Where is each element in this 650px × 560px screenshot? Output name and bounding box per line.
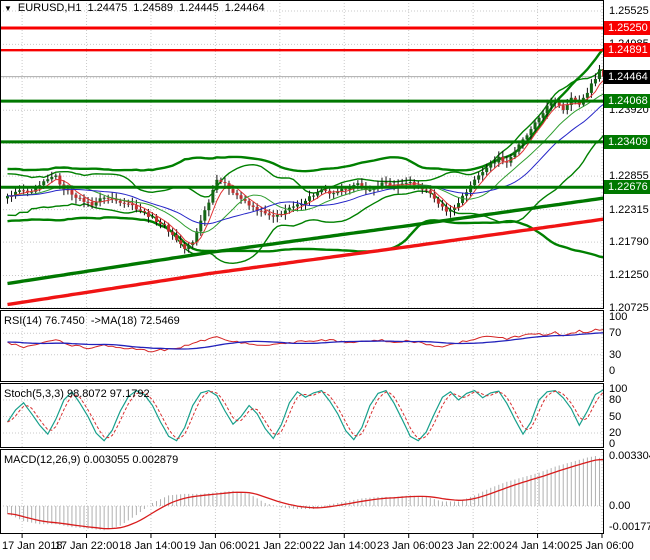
symbol-marker-icon[interactable]: ▼ xyxy=(4,3,12,13)
resistance-price-box: 1.24891 xyxy=(604,43,650,58)
time-axis-label: 17 Jan 22:00 xyxy=(54,540,119,552)
resistance-price-box: 1.25250 xyxy=(604,21,650,36)
macd-scale-label: -0.001778 xyxy=(609,521,650,533)
quote-close: 1.24464 xyxy=(224,2,265,14)
price-axis[interactable]: 1.255251.249851.239201.228551.223151.217… xyxy=(604,0,650,560)
quote-high: 1.24589 xyxy=(133,2,174,14)
rsi-scale-label: 70 xyxy=(609,327,622,340)
price-tick-label: 1.20725 xyxy=(609,301,649,314)
time-axis-label: 18 Jan 14:00 xyxy=(119,540,183,552)
stoch-scale-label: 50 xyxy=(609,410,622,423)
rsi-scale-label: 0 xyxy=(609,365,616,377)
stoch-scale-label: 80 xyxy=(609,394,622,406)
symbol-title: EURUSD,H1 xyxy=(17,2,82,14)
chart-header: ▼ EURUSD,H1 1.24475 1.24589 1.24445 1.24… xyxy=(4,2,265,14)
rsi-scale-label: 100 xyxy=(609,311,628,323)
rsi-panel-label: RSI(14) 76.7450 ->MA(18) 72.5469 xyxy=(4,315,180,327)
time-axis-label: 24 Jan 14:00 xyxy=(505,540,570,552)
price-tick-label: 1.22315 xyxy=(609,203,649,216)
time-axis-label: 23 Jan 06:00 xyxy=(376,540,441,552)
price-tick-label: 1.25525 xyxy=(609,5,649,17)
stoch-panel-label: Stoch(5,3,3) 98.8072 97.1792 xyxy=(4,388,150,400)
quote-low: 1.24445 xyxy=(179,2,219,14)
price-tick-label: 1.22855 xyxy=(609,170,649,183)
price-tick-label: 1.21250 xyxy=(609,269,649,282)
support-price-box: 1.23409 xyxy=(604,134,650,149)
time-axis-label: 25 Jan 06:00 xyxy=(570,540,634,552)
macd-scale-label: 0.00 xyxy=(609,500,631,512)
support-price-box: 1.24068 xyxy=(604,94,650,109)
time-axis-label: 23 Jan 22:00 xyxy=(441,540,505,552)
time-axis-label: 17 Jan 2018 xyxy=(2,540,63,552)
stoch-scale-label: 0 xyxy=(609,438,616,450)
support-price-box: 1.22676 xyxy=(604,180,650,195)
price-tick-label: 1.21790 xyxy=(609,236,649,249)
stoch-scale-label: 20 xyxy=(609,427,622,439)
macd-scale-label: 0.003304 xyxy=(609,449,650,462)
time-axis-label: 19 Jan 06:00 xyxy=(183,540,248,552)
macd-panel-label: MACD(12,26,9) 0.003055 0.002879 xyxy=(4,454,179,466)
time-axis-label: 21 Jan 22:00 xyxy=(248,540,312,552)
stoch-scale-label: 100 xyxy=(609,383,628,395)
rsi-scale-label: 30 xyxy=(609,348,622,361)
time-axis-label: 22 Jan 14:00 xyxy=(312,540,377,552)
current-price-box: 1.24464 xyxy=(604,69,650,84)
quote-open: 1.24475 xyxy=(87,2,128,14)
